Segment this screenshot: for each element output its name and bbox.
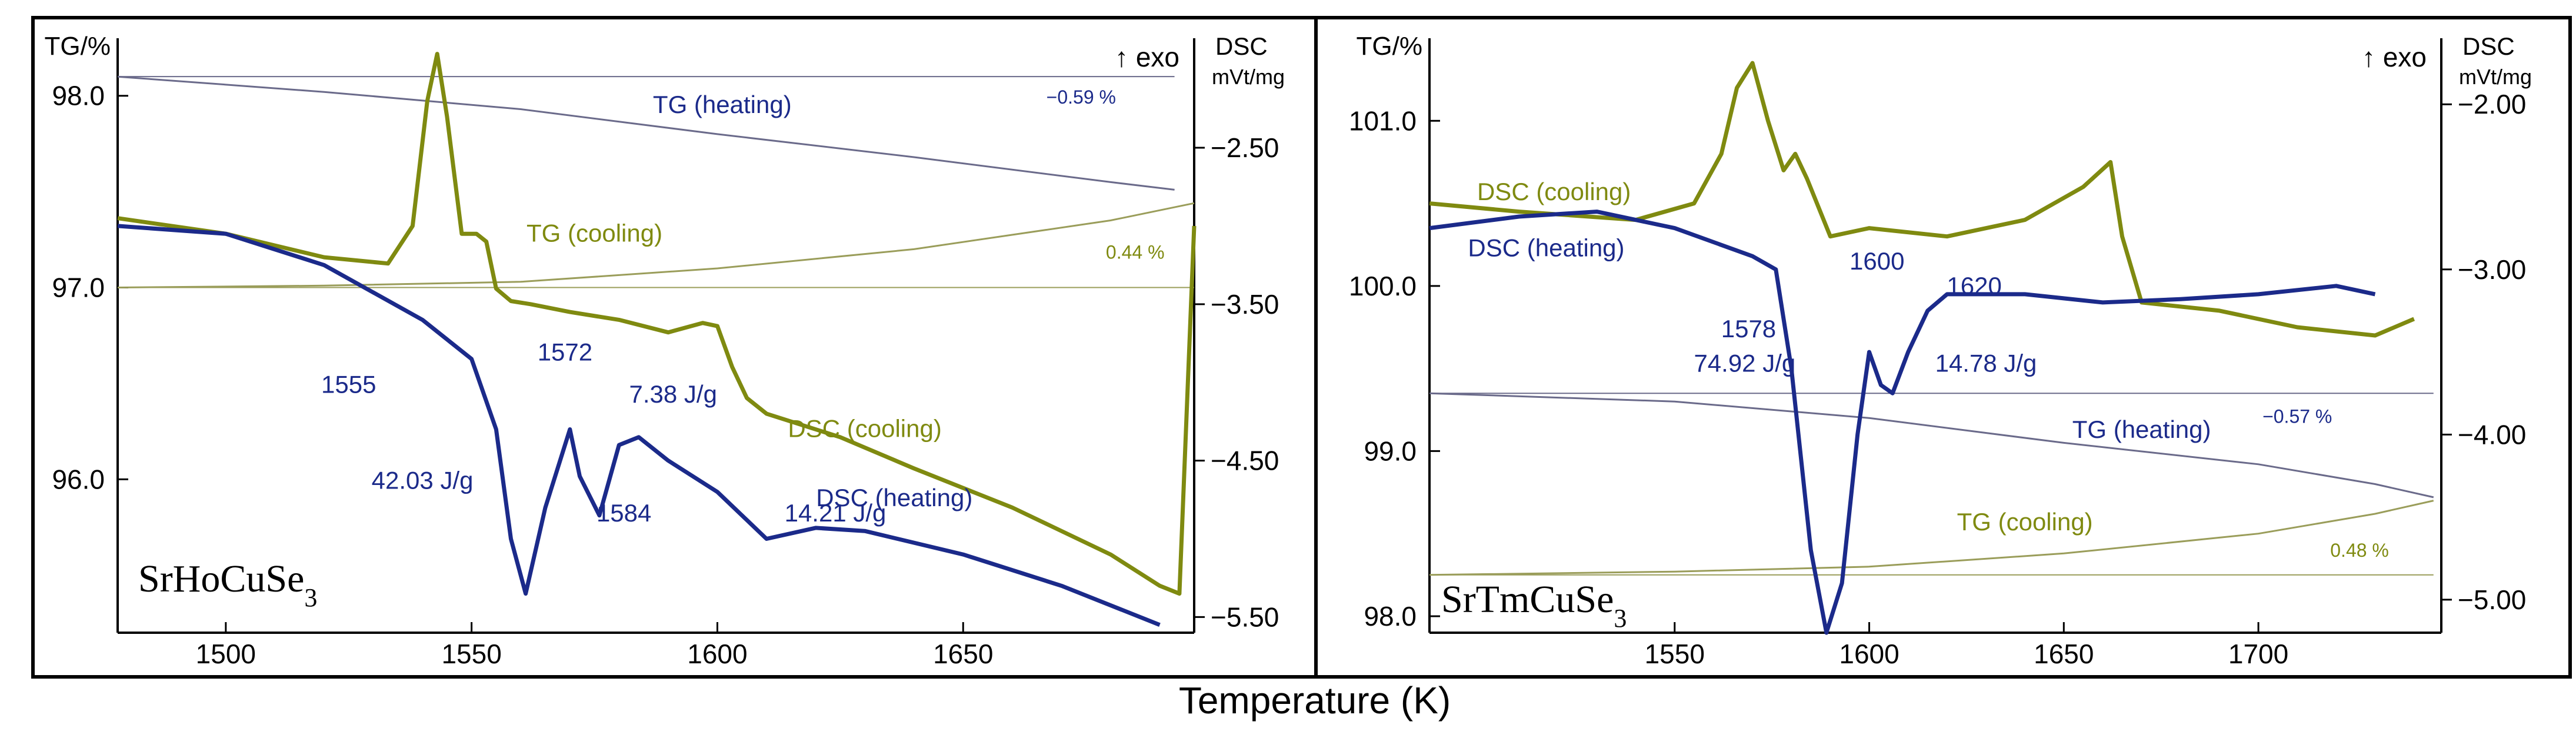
x-tick-label: 1500 xyxy=(196,639,256,669)
annotation-label: 0.44 % xyxy=(1106,242,1165,263)
annotation-label: 42.03 J/g xyxy=(372,467,474,494)
dsc-tick-label: −5.50 xyxy=(1211,602,1279,632)
sample-name: SrTmCuSe3 xyxy=(1441,578,1627,633)
x-tick-label: 1550 xyxy=(1645,639,1705,669)
series-dsc-heating xyxy=(117,224,1161,627)
annotation-label: TG (cooling) xyxy=(1957,508,2093,536)
annotation-label: 1578 xyxy=(1721,315,1776,343)
tg-axis-label: TG/% xyxy=(45,32,111,61)
x-tick-label: 1650 xyxy=(2034,639,2094,669)
annotation-label: 7.38 J/g xyxy=(629,380,717,408)
series-dsc-cooling xyxy=(1429,61,2415,338)
annotation-label: 1584 xyxy=(596,499,651,527)
x-tick-label: 1600 xyxy=(1839,639,1899,669)
annotation-label: DSC (cooling) xyxy=(1477,178,1631,205)
x-axis-title: Temperature (K) xyxy=(1179,679,1451,722)
series-dsc-heating xyxy=(1429,210,2376,635)
annotation-label: 14.21 J/g xyxy=(785,499,887,527)
tg-tick-label: 96.0 xyxy=(52,464,105,494)
tg-tick-label: 100.0 xyxy=(1349,271,1417,301)
annotation-label: 1555 xyxy=(321,371,376,398)
tg-tick-label: 97.0 xyxy=(52,273,105,303)
annotation-label: 1620 xyxy=(1947,272,2001,300)
dsc-axis-unit: mVt/mg xyxy=(1212,65,1285,89)
sample-subscript: 3 xyxy=(304,583,317,612)
annotation-label: 1600 xyxy=(1849,247,1904,275)
x-tick-label: 1600 xyxy=(687,639,747,669)
dsc-tick-label: −3.00 xyxy=(2458,254,2526,285)
annotation-label: DSC (cooling) xyxy=(788,415,941,443)
dsc-tick-label: −4.00 xyxy=(2458,419,2526,450)
annotation-label: −0.57 % xyxy=(2262,406,2332,427)
panel-srhocuse3: 1500 1550 1600 1650 96.0 97.0 98.0 TG/% −2.50 −3.… xyxy=(45,32,1285,669)
annotation-label: 1572 xyxy=(538,338,592,365)
exo-label: ↑ exo xyxy=(1115,42,1179,72)
panel-srtmcuse3: 1550 1600 1650 1700 98.0 99.0 100.0 101.0 TG/% −2… xyxy=(1349,32,2532,669)
series-tg-heating xyxy=(1429,392,2434,499)
sample-subscript: 3 xyxy=(1614,604,1627,633)
series-tg-heating xyxy=(117,75,1175,191)
series-tg-cooling xyxy=(117,202,1195,288)
annotation-label: 74.92 J/g xyxy=(1694,350,1795,377)
annotation-label: DSC (heating) xyxy=(816,484,972,511)
annotation-label: TG (heating) xyxy=(653,91,792,118)
figure-frame xyxy=(31,16,2572,679)
x-tick-label: 1650 xyxy=(933,639,993,669)
tg-tick-label: 98.0 xyxy=(52,81,105,111)
sample-formula: SrHoCuSe xyxy=(138,557,304,600)
dsc-tick-label: −2.00 xyxy=(2458,89,2526,119)
exo-label: ↑ exo xyxy=(2362,42,2427,72)
tg-tick-label: 99.0 xyxy=(1364,436,1417,466)
tg-tick-label: 101.0 xyxy=(1349,105,1417,136)
tg-axis-label: TG/% xyxy=(1357,32,1422,61)
tg-tick-label: 98.0 xyxy=(1364,601,1417,632)
annotation-label: 0.48 % xyxy=(2330,540,2389,561)
dsc-tick-label: −4.50 xyxy=(1211,446,1279,476)
dsc-axis-unit: mVt/mg xyxy=(2459,65,2532,89)
sample-formula: SrTmCuSe xyxy=(1441,578,1614,621)
dsc-axis-label: DSC xyxy=(2462,32,2515,60)
annotation-label: DSC (heating) xyxy=(1468,234,1624,261)
x-tick-label: 1700 xyxy=(2228,639,2288,669)
series-tg-cooling xyxy=(1429,500,2434,576)
x-tick-label: 1550 xyxy=(441,639,501,669)
annotation-label: TG (heating) xyxy=(2072,416,2211,443)
dsc-tick-label: −2.50 xyxy=(1211,132,1279,163)
dsc-tick-label: −5.00 xyxy=(2458,584,2526,615)
annotation-label: TG (cooling) xyxy=(526,219,662,247)
annotation-label: 14.78 J/g xyxy=(1935,350,2037,377)
series-dsc-cooling xyxy=(117,52,1197,596)
annotation-label: −0.59 % xyxy=(1047,87,1116,108)
sample-name: SrHoCuSe3 xyxy=(138,557,317,612)
dsc-tick-label: −3.50 xyxy=(1211,289,1279,320)
dsc-axis-label: DSC xyxy=(1215,32,1268,60)
